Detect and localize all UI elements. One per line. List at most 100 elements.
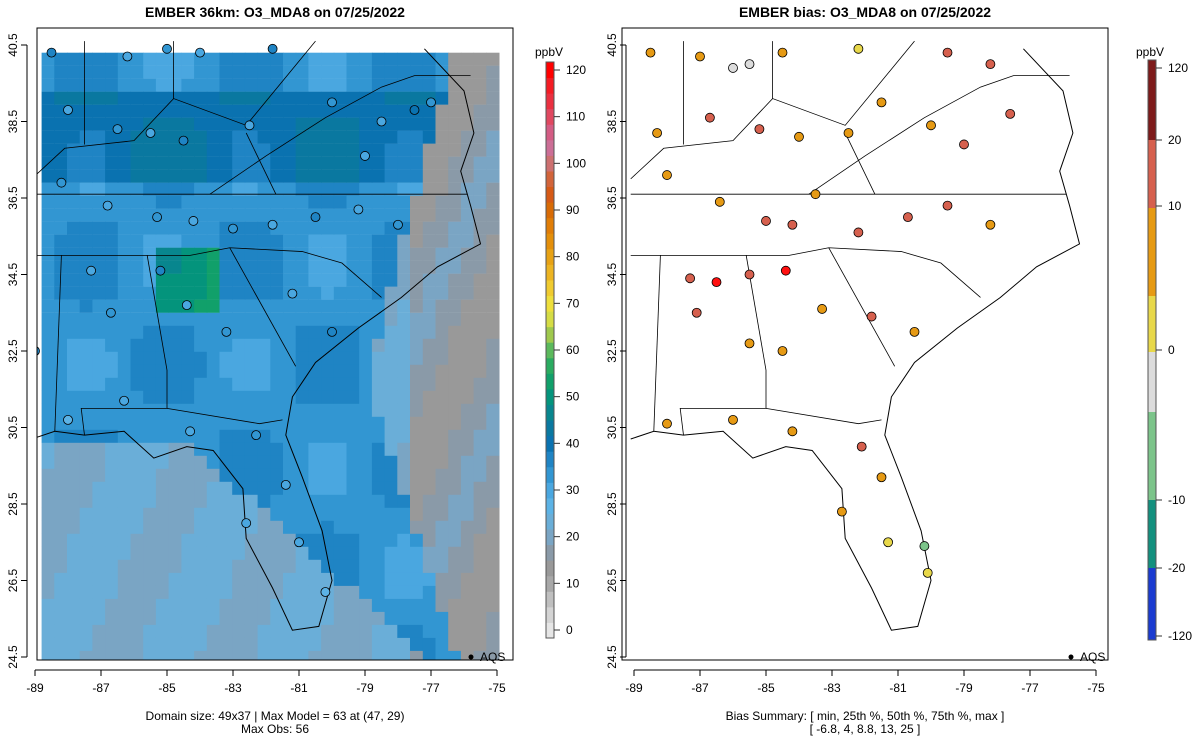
- grid-cell: [410, 559, 424, 573]
- grid-cell: [257, 377, 271, 391]
- grid-cell: [435, 247, 449, 261]
- grid-cell: [92, 364, 106, 378]
- colorbar-swatch: [1148, 536, 1156, 541]
- colorbar-swatch: [1148, 528, 1156, 533]
- state-borders: [37, 40, 471, 436]
- grid-cell: [168, 442, 182, 456]
- y-tick-label: 32.5: [605, 339, 619, 363]
- grid-cell: [308, 364, 322, 378]
- grid-cell: [473, 585, 487, 600]
- grid-cell: [168, 65, 182, 79]
- grid-cell: [384, 338, 398, 352]
- grid-cell: [321, 390, 335, 404]
- grid-cell: [397, 377, 411, 391]
- grid-cell: [232, 156, 246, 170]
- colorbar-swatch: [1148, 392, 1156, 397]
- grid-cell: [270, 611, 284, 626]
- grid-cell: [117, 182, 131, 196]
- colorbar-swatch: [546, 435, 554, 452]
- grid-cell: [143, 312, 157, 326]
- grid-cell: [321, 416, 335, 430]
- grid-cell: [41, 481, 55, 495]
- grid-cell: [460, 403, 475, 417]
- grid-cell: [143, 104, 157, 118]
- grid-cell: [384, 143, 398, 157]
- grid-cell: [422, 260, 436, 274]
- colorbar-swatch: [546, 217, 554, 234]
- grid-cell: [181, 377, 195, 391]
- x-tick-label: -75: [488, 681, 506, 695]
- grid-cell: [486, 533, 500, 547]
- grid-cell: [130, 611, 144, 626]
- grid-cell: [244, 299, 259, 313]
- x-tick-label: -89: [625, 681, 643, 695]
- grid-cell: [130, 416, 144, 430]
- grid-cell: [79, 650, 93, 660]
- grid-cell: [460, 260, 475, 274]
- colorbar-swatch: [546, 373, 554, 390]
- grid-cell: [143, 572, 157, 587]
- colorbar-swatch: [1148, 484, 1156, 489]
- grid-cell: [410, 208, 424, 222]
- grid-cell: [397, 416, 411, 430]
- grid-cell: [308, 195, 322, 209]
- grid-cell: [486, 104, 500, 118]
- grid-cell: [130, 195, 144, 209]
- grid-cell: [257, 494, 271, 508]
- grid-cell: [67, 364, 81, 378]
- grid-cell: [181, 195, 195, 209]
- colorbar-swatch: [1148, 244, 1156, 249]
- grid-cell: [92, 338, 106, 352]
- grid-cell: [346, 611, 360, 626]
- grid-cell: [371, 585, 386, 600]
- grid-cell: [117, 208, 131, 222]
- station-marker: [787, 219, 798, 230]
- grid-cell: [143, 455, 157, 469]
- grid-cell: [41, 195, 55, 209]
- grid-cell: [371, 52, 386, 66]
- colorbar-swatch: [1148, 232, 1156, 237]
- grid-cell: [371, 455, 386, 469]
- grid-cell: [422, 52, 436, 66]
- grid-cell: [410, 91, 424, 105]
- grid-cell: [54, 585, 68, 600]
- grid-cell: [346, 455, 360, 469]
- grid-cell: [448, 104, 462, 118]
- grid-cell: [67, 182, 81, 196]
- grid-cell: [435, 273, 449, 287]
- grid-cell: [79, 195, 93, 209]
- grid-cell: [473, 52, 487, 66]
- colorbar-swatch: [1148, 372, 1156, 377]
- left-legend-label: AQS: [480, 650, 505, 664]
- colorbar-swatch: [1148, 584, 1156, 589]
- grid-cell: [219, 442, 233, 456]
- colorbar-tick-label: 60: [566, 343, 580, 357]
- colorbar-swatch: [1148, 256, 1156, 261]
- grid-cell: [346, 442, 360, 456]
- grid-cell: [41, 650, 55, 660]
- grid-cell: [473, 624, 487, 639]
- y-tick-label: 34.5: [605, 262, 619, 286]
- grid-cell: [346, 299, 360, 313]
- grid-cell: [206, 247, 220, 261]
- grid-cell: [371, 403, 386, 417]
- grid-cell: [422, 403, 436, 417]
- colorbar-swatch: [1148, 108, 1156, 113]
- colorbar-swatch: [546, 342, 554, 359]
- grid-cell: [422, 221, 436, 235]
- grid-cell: [270, 403, 284, 417]
- grid-cell: [448, 650, 462, 660]
- grid-cell: [333, 585, 347, 600]
- grid-cell: [270, 195, 284, 209]
- grid-cell: [244, 169, 259, 183]
- station-marker: [909, 326, 920, 337]
- colorbar-swatch: [1148, 496, 1156, 501]
- grid-cell: [54, 52, 68, 66]
- grid-cell: [194, 156, 208, 170]
- grid-cell: [92, 429, 106, 443]
- grid-cell: [155, 455, 170, 469]
- grid-cell: [181, 572, 195, 587]
- colorbar-swatch: [1148, 328, 1156, 333]
- grid-cell: [181, 234, 195, 248]
- state-border: [37, 40, 316, 175]
